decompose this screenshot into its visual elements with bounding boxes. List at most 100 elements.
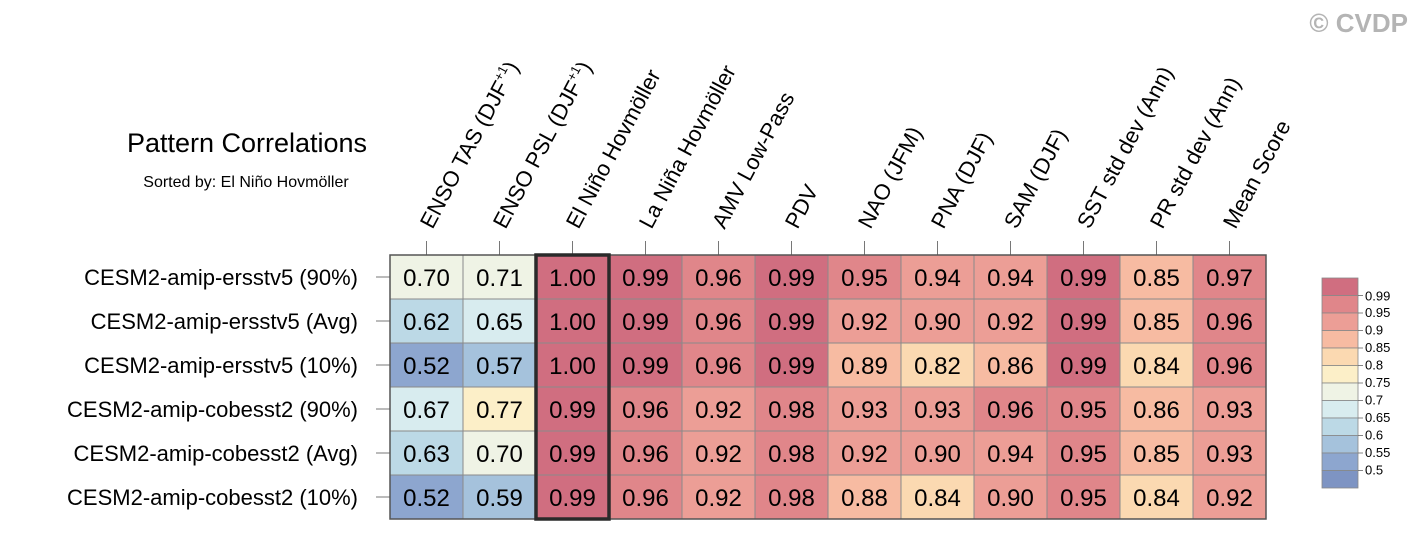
cell-value-label: 0.85 <box>1133 265 1180 292</box>
cell-value-label: 0.96 <box>695 309 742 336</box>
color-legend: 0.990.95 0.9 0.85 0.8 0.75 0.7 0.65 0.6 0.55 0.5 <box>1321 277 1390 489</box>
heatmap-cell <box>827 386 902 432</box>
cell-value-label: 0.98 <box>768 441 815 468</box>
heatmap-cell <box>1046 474 1121 520</box>
cell-value-label: 0.99 <box>549 397 596 424</box>
heatmap-cell <box>1192 474 1267 520</box>
column-label: NAO (JFM) <box>853 122 927 232</box>
cell-value-label: 0.99 <box>768 265 815 292</box>
heatmap-cell <box>973 298 1048 344</box>
cell-value-label: 1.00 <box>549 353 596 380</box>
cell-value-label: 0.86 <box>987 353 1034 380</box>
heatmap-cell <box>608 298 683 344</box>
cell-value-label: 0.77 <box>476 397 523 424</box>
chart-title: Pattern Correlations <box>127 128 367 158</box>
cell-value-label: 0.90 <box>914 309 961 336</box>
cell-value-label: 0.67 <box>403 397 450 424</box>
cell-value-label: 0.70 <box>403 265 450 292</box>
cell-value-label: 0.95 <box>1060 441 1107 468</box>
cell-value-label: 0.57 <box>476 353 523 380</box>
chart-subtitle: Sorted by: El Niño Hovmöller <box>143 174 349 191</box>
cell-value-label: 0.98 <box>768 397 815 424</box>
heatmap-cell <box>681 342 756 388</box>
heatmap-cell <box>681 254 756 300</box>
heatmap-cell <box>389 342 464 388</box>
cell-value-label: 0.92 <box>1206 485 1253 512</box>
cell-value-label: 0.96 <box>987 397 1034 424</box>
heatmap-cell <box>389 298 464 344</box>
heatmap-cell <box>681 386 756 432</box>
heatmap-cell <box>462 254 537 300</box>
heatmap-cell <box>1119 430 1194 476</box>
heatmap-cell <box>389 430 464 476</box>
cell-value-label: 0.90 <box>987 485 1034 512</box>
cell-value-label: 0.90 <box>914 441 961 468</box>
cell-value-label: 0.96 <box>1206 353 1253 380</box>
cell-value-label: 0.65 <box>476 309 523 336</box>
column-label: PDV <box>780 180 823 232</box>
heatmap-cell <box>535 430 610 476</box>
heatmap-cell <box>973 386 1048 432</box>
legend-label: 0.7 <box>1365 393 1383 408</box>
cell-value-label: 0.95 <box>841 265 888 292</box>
legend-swatch <box>1321 295 1359 314</box>
cell-value-label: 0.92 <box>987 309 1034 336</box>
row-label: CESM2-amip-ersstv5 (Avg) <box>91 309 358 334</box>
cell-value-label: 0.70 <box>476 441 523 468</box>
heatmap-cell <box>973 430 1048 476</box>
watermark: © CVDP <box>1309 8 1408 38</box>
column-label: Mean Score <box>1218 116 1296 232</box>
cell-value-label: 0.52 <box>403 485 450 512</box>
cell-value-label: 0.99 <box>768 353 815 380</box>
legend-swatch <box>1321 400 1359 419</box>
cell-value-label: 0.93 <box>841 397 888 424</box>
heatmap-cell <box>827 254 902 300</box>
cell-value-label: 0.96 <box>695 265 742 292</box>
cell-value-label: 0.99 <box>1060 265 1107 292</box>
cell-value-label: 0.92 <box>695 397 742 424</box>
legend-swatch <box>1321 365 1359 384</box>
row-label: CESM2-amip-ersstv5 (10%) <box>84 353 358 378</box>
legend-label: 0.5 <box>1365 463 1383 478</box>
cell-value-label: 0.94 <box>987 265 1034 292</box>
heatmap-cell <box>1192 342 1267 388</box>
cell-value-label: 0.94 <box>987 441 1034 468</box>
cell-value-label: 0.93 <box>1206 397 1253 424</box>
legend-label: 0.6 <box>1365 428 1383 443</box>
cell-value-label: 0.59 <box>476 485 523 512</box>
legend-label: 0.65 <box>1365 410 1390 425</box>
cell-value-label: 0.85 <box>1133 441 1180 468</box>
cell-value-label: 0.99 <box>622 309 669 336</box>
heatmap-cell <box>900 474 975 520</box>
cell-value-label: 0.86 <box>1133 397 1180 424</box>
cell-value-label: 0.92 <box>695 485 742 512</box>
heatmap-cell <box>754 430 829 476</box>
column-headers: ENSO TAS (DJF+1)ENSO PSL (DJF+1)El Niño … <box>414 57 1296 255</box>
heatmap-cell <box>462 298 537 344</box>
cell-value-label: 0.92 <box>841 441 888 468</box>
legend-swatch <box>1321 347 1359 366</box>
cell-value-label: 0.99 <box>549 485 596 512</box>
heatmap-cell <box>608 386 683 432</box>
row-label: CESM2-amip-cobesst2 (10%) <box>67 485 358 510</box>
heatmap-cell <box>827 298 902 344</box>
cell-value-label: 0.96 <box>1206 309 1253 336</box>
legend-label: 0.8 <box>1365 358 1383 373</box>
cell-value-label: 0.97 <box>1206 265 1253 292</box>
cell-value-label: 0.88 <box>841 485 888 512</box>
cell-value-label: 0.63 <box>403 441 450 468</box>
heatmap-cell <box>462 474 537 520</box>
cell-value-label: 0.62 <box>403 309 450 336</box>
cell-value-label: 0.92 <box>841 309 888 336</box>
cell-value-label: 0.95 <box>1060 397 1107 424</box>
cell-value-label: 0.99 <box>1060 309 1107 336</box>
legend-label: 0.99 <box>1365 289 1390 304</box>
legend-swatch <box>1321 435 1359 454</box>
legend-swatch <box>1321 330 1359 349</box>
cell-value-label: 0.71 <box>476 265 523 292</box>
column-label: PNA (DJF) <box>926 128 997 233</box>
cell-value-label: 0.96 <box>695 353 742 380</box>
cell-value-label: 0.96 <box>622 485 669 512</box>
heatmap-cell <box>389 254 464 300</box>
